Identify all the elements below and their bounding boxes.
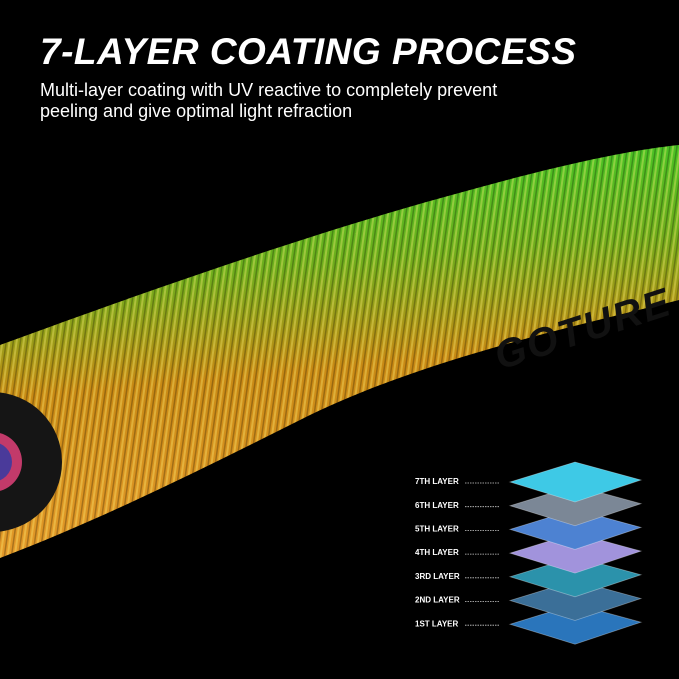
layer-label: 2ND LAYER — [415, 596, 460, 605]
lure-eye-pupil — [0, 443, 12, 481]
layer-label: 7TH LAYER — [415, 477, 459, 486]
lure-scales — [0, 145, 679, 558]
layer-diagram: 7TH LAYER 6TH LAYER 5TH LAYER 4TH LAYER 3RD … — [415, 461, 643, 645]
title: 7-LAYER COATING PROCESS — [40, 31, 576, 72]
layer-label: 5TH LAYER — [415, 525, 459, 534]
layer-label: 3RD LAYER — [415, 572, 460, 581]
lure-eye — [0, 392, 62, 532]
layer-label: 1ST LAYER — [415, 619, 458, 628]
layer-plate — [508, 461, 643, 503]
layer-label: 6TH LAYER — [415, 501, 459, 510]
layer-label: 4TH LAYER — [415, 548, 459, 557]
subtitle-line: peeling and give optimal light refractio… — [40, 101, 352, 121]
subtitle-line: Multi-layer coating with UV reactive to … — [40, 80, 497, 100]
